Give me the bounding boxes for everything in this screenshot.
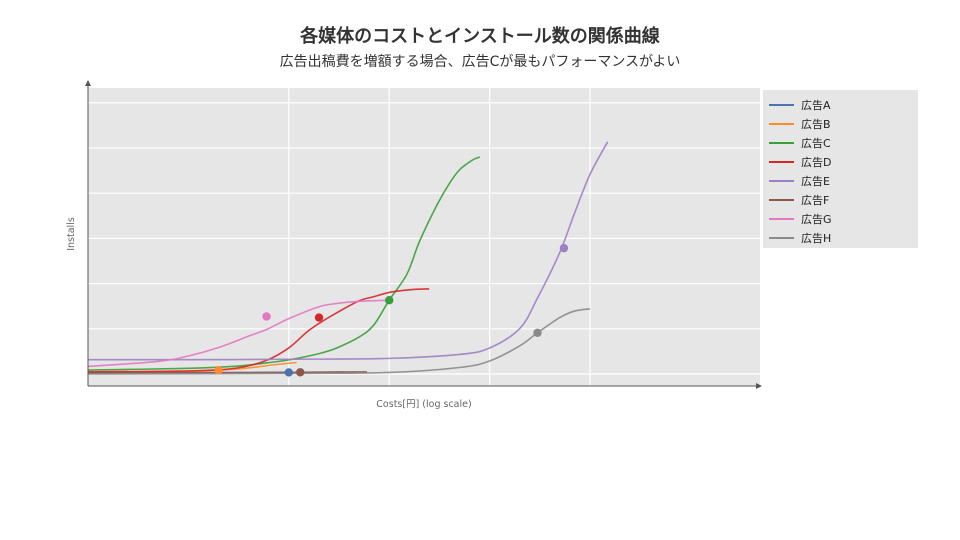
- legend-swatch: [769, 123, 794, 125]
- legend-item-2: 広告B: [763, 114, 918, 133]
- legend-label: 広告C: [801, 137, 831, 150]
- legend-label: 広告D: [801, 156, 832, 169]
- legend-item-3: 広告C: [763, 133, 918, 152]
- grid-layer: [88, 88, 760, 386]
- legend-item-7: 広告G: [763, 209, 918, 228]
- legend-label: 広告H: [801, 232, 832, 245]
- legend-item-4: 広告D: [763, 152, 918, 171]
- legend-label: 広告A: [801, 99, 831, 112]
- chart-title: 各媒体のコストとインストール数の関係曲線: [300, 26, 660, 47]
- legend-swatch: [769, 237, 794, 239]
- legend-label: 広告G: [801, 213, 832, 226]
- legend-swatch: [769, 199, 794, 201]
- legend: 広告A 広告B 広告C 広告D 広告E 広告F 広告G 広告H: [763, 90, 918, 248]
- x-axis-arrow: [756, 383, 762, 389]
- series-marker-6: [296, 368, 305, 377]
- legend-item-8: 広告H: [763, 228, 918, 247]
- legend-item-1: 広告A: [763, 95, 918, 114]
- plot-area-background: [88, 88, 760, 386]
- y-axis-label: Installs: [66, 217, 77, 251]
- series-line-7: [87, 299, 390, 368]
- legend-swatch: [769, 161, 794, 163]
- series-marker-1: [284, 368, 293, 377]
- legend-label: 広告E: [801, 175, 830, 188]
- y-axis-arrow: [85, 80, 91, 86]
- x-axis-label: Costs[円] (log scale): [376, 399, 471, 410]
- legend-label: 広告F: [801, 194, 830, 207]
- series-marker-5: [559, 243, 569, 253]
- legend-swatch: [769, 104, 794, 106]
- chart-subtitle: 広告出稿費を増額する場合、広告Cが最もパフォーマンスがよい: [279, 54, 681, 70]
- legend-label: 広告B: [801, 118, 831, 131]
- legend-swatch: [769, 142, 794, 144]
- legend-item-5: 広告E: [763, 171, 918, 190]
- legend-item-6: 広告F: [763, 190, 918, 209]
- legend-swatch: [769, 218, 794, 220]
- series-line-5: [87, 141, 609, 361]
- marker-layer: [214, 243, 569, 377]
- series-line-4: [87, 288, 430, 373]
- series-marker-2: [214, 366, 223, 375]
- series-marker-8: [533, 328, 542, 337]
- series-marker-7: [262, 312, 271, 321]
- series-marker-3: [385, 296, 394, 305]
- legend-swatch: [769, 180, 794, 182]
- series-marker-4: [314, 313, 324, 322]
